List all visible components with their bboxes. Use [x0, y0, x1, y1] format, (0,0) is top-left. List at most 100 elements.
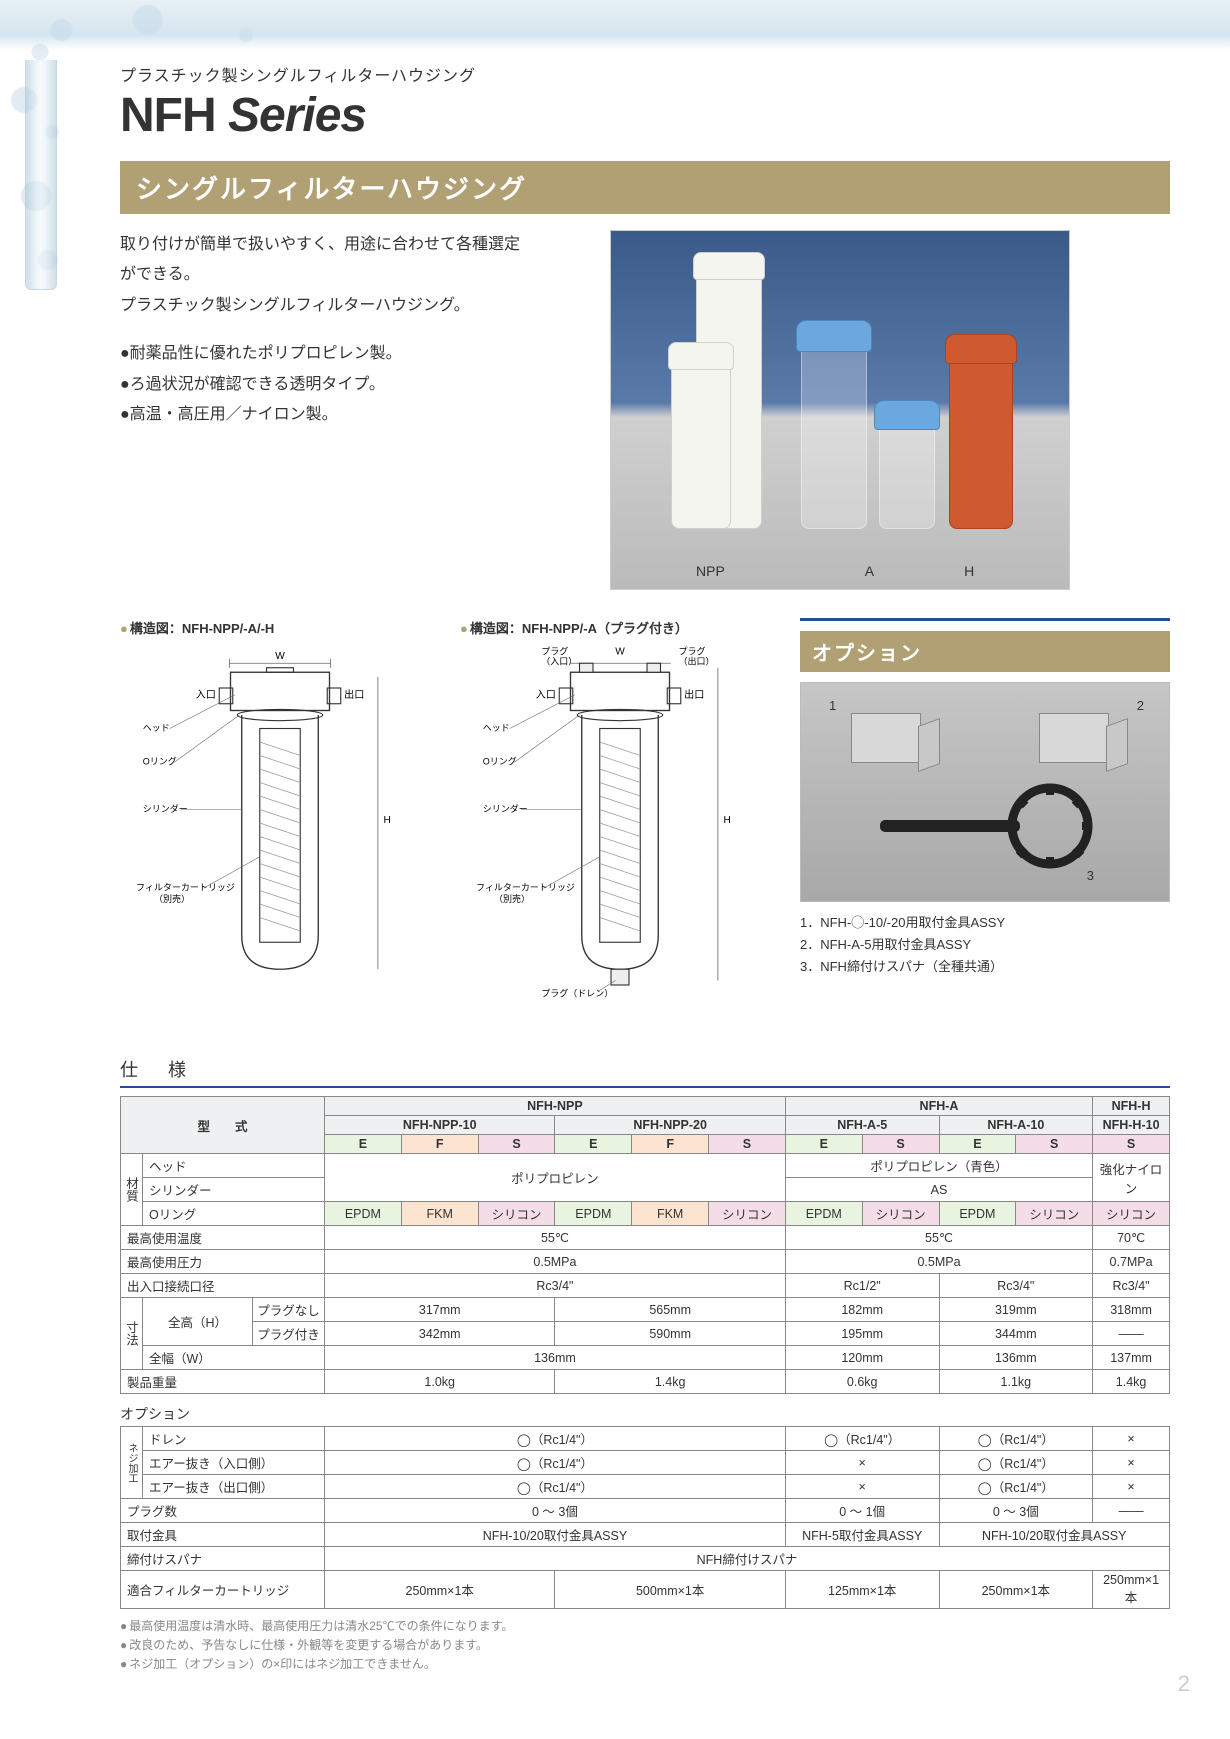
svg-text:（別売）: （別売）: [494, 893, 530, 904]
th-variant: S: [1016, 1135, 1093, 1154]
td-opt: 250mm×1本: [325, 1571, 555, 1609]
housing-a-short: [879, 419, 935, 529]
td-bracket-label: 取付金具: [121, 1523, 325, 1547]
mounting-bracket-icon: [1039, 713, 1109, 763]
td-press: 0.7MPa: [1093, 1250, 1170, 1274]
td-oring-label: Oリング: [143, 1202, 325, 1226]
note-item: ネジ加工（オプション）の×印にはネジ加工できません。: [120, 1655, 1170, 1674]
td-weight: 1.0kg: [325, 1370, 555, 1394]
options-photo: 1 2 3: [800, 682, 1170, 902]
svg-text:（別売）: （別売）: [154, 893, 190, 904]
intro-line: プラスチック製シングルフィルターハウジング。: [120, 291, 580, 321]
opt-num: 2: [1137, 698, 1144, 713]
td-opt: ×: [785, 1475, 939, 1499]
td-opt: ◯（Rc1/4"）: [785, 1427, 939, 1451]
td-plug-label: プラグ数: [121, 1499, 325, 1523]
intro-bullet: ろ過状況が確認できる透明タイプ。: [120, 370, 580, 400]
svg-text:H: H: [724, 815, 731, 826]
options-block: オプション 1 2 3 1．NFH-◯-10/-20用取付金具ASSY 2．NF…: [800, 618, 1170, 1006]
td-opt: ◯（Rc1/4"）: [939, 1451, 1093, 1475]
svg-text:（出口）: （出口）: [679, 655, 715, 666]
td-head-pp-blue: ポリプロピレン（青色）: [785, 1154, 1092, 1178]
td-weight-label: 製品重量: [121, 1370, 325, 1394]
svg-text:Oリング: Oリング: [143, 756, 177, 767]
category-text: プラスチック製シングルフィルターハウジング: [120, 62, 1170, 86]
series-bold: NFH: [120, 89, 216, 142]
diagram-2-title: 構造図：NFH-NPP/-A（プラグ付き）: [460, 618, 780, 637]
spec-table: 型 式 NFH-NPP NFH-A NFH-H NFH-NPP-10 NFH-N…: [120, 1096, 1170, 1394]
td-opt: NFH締付けスパナ: [325, 1547, 1170, 1571]
svg-text:フィルターカートリッジ: フィルターカートリッジ: [136, 883, 235, 893]
td-airout-label: エアー抜き（出口側）: [143, 1475, 325, 1499]
svg-text:出口: 出口: [684, 688, 704, 701]
td-opt: 125mm×1本: [785, 1571, 939, 1609]
opt-num: 1: [829, 698, 836, 713]
svg-text:シリンダー: シリンダー: [143, 803, 188, 814]
td-height-label: 全高（H）: [143, 1298, 253, 1346]
td-cart-label: 適合フィルターカートリッジ: [121, 1571, 325, 1609]
td-port: Rc3/4": [325, 1274, 786, 1298]
td-oring: シリコン: [709, 1202, 786, 1226]
svg-text:W: W: [275, 651, 285, 662]
th-model-no: NFH-H-10: [1093, 1116, 1170, 1135]
td-press: 0.5MPa: [785, 1250, 1092, 1274]
svg-text:プラグ: プラグ: [541, 645, 568, 656]
td-opt: ◯（Rc1/4"）: [939, 1475, 1093, 1499]
td-oring: FKM: [401, 1202, 478, 1226]
svg-text:H: H: [384, 815, 391, 826]
td-width: 136mm: [939, 1346, 1093, 1370]
photo-label: NPP: [696, 563, 725, 579]
svg-text:入口: 入口: [196, 689, 216, 701]
td-cylinder-label: シリンダー: [143, 1178, 325, 1202]
td-port: Rc3/4": [1093, 1274, 1170, 1298]
td-width: 137mm: [1093, 1346, 1170, 1370]
td-spanner-label: 締付けスパナ: [121, 1547, 325, 1571]
spec-divider: [120, 1086, 1170, 1088]
intro-line: ができる。: [120, 260, 580, 290]
td-opt: ◯（Rc1/4"）: [325, 1427, 786, 1451]
td-withplug-label: プラグ付き: [253, 1322, 325, 1346]
option-table: ネジ加工 ドレン ◯（Rc1/4"） ◯（Rc1/4"） ◯（Rc1/4"） ×…: [120, 1426, 1170, 1609]
svg-text:プラグ: プラグ: [679, 645, 706, 656]
th-variant: F: [401, 1135, 478, 1154]
td-oring: シリコン: [862, 1202, 939, 1226]
td-screw-label: ネジ加工: [121, 1427, 143, 1499]
structure-diagram-1: 構造図：NFH-NPP/-A/-H W 入口 出口 H: [120, 618, 440, 1006]
td-width: 136mm: [325, 1346, 786, 1370]
intro-line: 取り付けが簡単で扱いやすく、用途に合わせて各種選定: [120, 230, 580, 260]
diagram-1-title: 構造図：NFH-NPP/-A/-H: [120, 618, 440, 637]
td-oring: EPDM: [939, 1202, 1016, 1226]
td-opt: ◯（Rc1/4"）: [939, 1427, 1093, 1451]
note-item: 最高使用温度は清水時、最高使用圧力は清水25℃での条件になります。: [120, 1617, 1170, 1636]
wrench-icon: [870, 781, 1100, 871]
svg-text:（入口）: （入口）: [541, 656, 577, 666]
th-group: NFH-NPP: [325, 1097, 786, 1116]
td-oring: シリコン: [478, 1202, 555, 1226]
opt-list-item: 1．NFH-◯-10/-20用取付金具ASSY: [800, 912, 1170, 934]
td-material-label: 材質: [121, 1154, 143, 1226]
options-header: オプション: [800, 631, 1170, 672]
td-oring: FKM: [632, 1202, 709, 1226]
td-opt: 0 ～ 3個: [939, 1499, 1093, 1523]
td-oring: シリコン: [1016, 1202, 1093, 1226]
th-variant: E: [939, 1135, 1016, 1154]
th-group: NFH-A: [785, 1097, 1092, 1116]
th-variant: S: [1093, 1135, 1170, 1154]
product-photo: NPP A H: [610, 230, 1070, 590]
th-variant: F: [632, 1135, 709, 1154]
td-height: 195mm: [785, 1322, 939, 1346]
td-noplug-label: プラグなし: [253, 1298, 325, 1322]
td-opt: ◯（Rc1/4"）: [325, 1451, 786, 1475]
spec-heading: 仕 様: [120, 1056, 1170, 1082]
td-opt: NFH-10/20取付金具ASSY: [325, 1523, 786, 1547]
th-model-no: NFH-A-5: [785, 1116, 939, 1135]
top-bubble-banner: [0, 0, 1230, 50]
td-port: Rc3/4": [939, 1274, 1093, 1298]
svg-text:ヘッド: ヘッド: [143, 723, 170, 733]
svg-text:出口: 出口: [344, 688, 364, 701]
td-cyl-as: AS: [785, 1178, 1092, 1202]
svg-text:Oリング: Oリング: [483, 756, 517, 767]
td-opt: ×: [1093, 1475, 1170, 1499]
td-opt: ×: [1093, 1427, 1170, 1451]
intro-text-block: 取り付けが簡単で扱いやすく、用途に合わせて各種選定 ができる。 プラスチック製シ…: [120, 230, 580, 590]
